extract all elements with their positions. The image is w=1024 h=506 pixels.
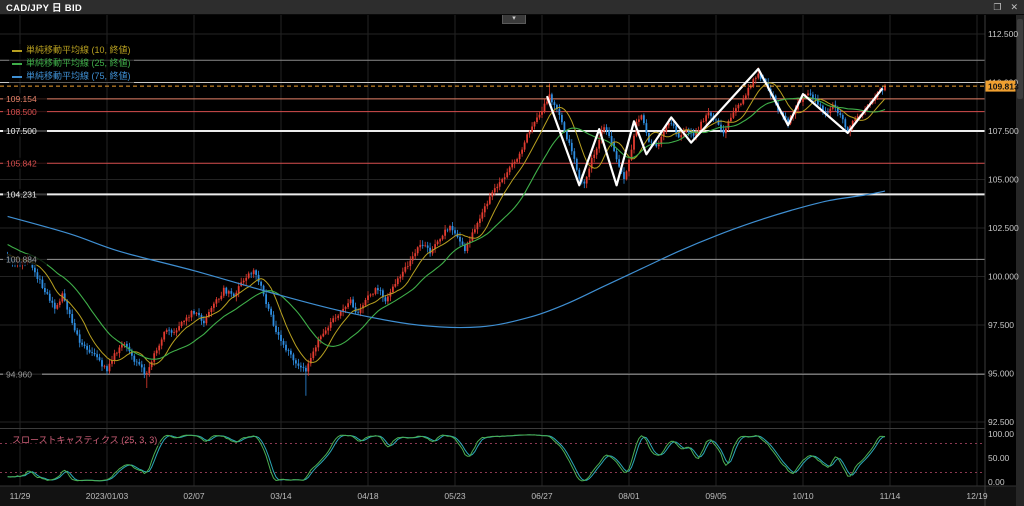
x-axis-label: 09/05 xyxy=(705,491,727,501)
moving-average-lines xyxy=(7,82,886,365)
level-label-bg xyxy=(3,188,47,200)
stoch-k-line xyxy=(7,434,886,482)
x-axis-label: 10/10 xyxy=(792,491,814,501)
level-label-bg xyxy=(3,157,47,169)
window-controls: ❐ ✕ xyxy=(993,0,1018,15)
stoch-axis-label: 0.00 xyxy=(988,477,1005,487)
legend-item: 単純移動平均線 (25, 終値) xyxy=(9,57,134,70)
window-close-icon[interactable]: ✕ xyxy=(1010,1,1018,12)
y-axis-label: 107.500 xyxy=(988,126,1019,136)
y-axis-label: 102.500 xyxy=(988,223,1019,233)
ma10-line xyxy=(7,82,886,365)
level-price-label: 100.884 xyxy=(6,255,37,265)
legend-swatch-icon xyxy=(12,75,22,78)
level-price-label: 107.500 xyxy=(6,126,37,136)
window-title: CAD/JPY 日 BID xyxy=(6,3,83,14)
x-axis-label: 12/19 xyxy=(966,491,988,501)
stoch-axis-label: 50.00 xyxy=(988,453,1010,463)
x-axis-label: 11/29 xyxy=(10,491,31,501)
y-axis-label: 100.000 xyxy=(988,272,1019,282)
level-price-label: 109.154 xyxy=(6,94,37,104)
ma75-line xyxy=(7,190,886,329)
legend-item: 単純移動平均線 (10, 終値) xyxy=(9,44,134,57)
stoch-axis-label: 100.00 xyxy=(988,429,1014,439)
legend-label: 単純移動平均線 (25, 終値) xyxy=(26,58,131,68)
right-scrollbar[interactable] xyxy=(1016,15,1024,506)
y-axis-label: 95.000 xyxy=(988,369,1014,379)
scrollbar-thumb[interactable] xyxy=(1017,19,1023,99)
axes[interactable]: 112.500110.000107.500105.000102.500100.0… xyxy=(0,15,1024,506)
titlebar[interactable]: CAD/JPY 日 BID ❐ ✕ xyxy=(0,0,1024,15)
x-axis-label: 04/18 xyxy=(357,491,379,501)
stochastic-panel xyxy=(0,434,985,482)
x-axis-label: 05/23 xyxy=(444,491,466,501)
current-price-badge xyxy=(985,80,1016,92)
window-restore-icon[interactable]: ❐ xyxy=(993,1,1002,12)
ma-legend: 単純移動平均線 (10, 終値) 単純移動平均線 (25, 終値) 単純移動平均線 … xyxy=(9,44,134,83)
level-label-bg xyxy=(3,253,47,265)
y-axis-label: 97.500 xyxy=(988,320,1014,330)
stochastic-label: スローストキャスティクス (25, 3, 3) xyxy=(9,433,161,446)
down-candle-bodies xyxy=(6,73,884,375)
level-label-bg xyxy=(3,368,42,380)
zigzag-line[interactable] xyxy=(545,67,884,187)
y-axis-label: 92.500 xyxy=(988,417,1014,427)
level-label-bg xyxy=(3,125,47,137)
current-price: 109.813 xyxy=(0,80,1019,92)
horizontal-level-lines[interactable] xyxy=(0,59,985,375)
x-axis-label: 06/27 xyxy=(531,491,553,501)
current-price-value: 109.813 xyxy=(988,82,1019,92)
x-axis-label: 2023/01/03 xyxy=(86,491,129,501)
time-axis-band[interactable] xyxy=(0,486,1016,506)
chart-area: 112.500110.000107.500105.000102.500100.0… xyxy=(0,15,1024,506)
legend-label: 単純移動平均線 (75, 終値) xyxy=(26,71,131,81)
x-axis-label: 03/14 xyxy=(270,491,292,501)
y-axis-label: 112.500 xyxy=(988,29,1018,39)
legend-swatch-icon xyxy=(12,62,22,65)
level-label-bg xyxy=(3,93,47,105)
ma25-line xyxy=(7,97,886,360)
candlesticks xyxy=(6,67,886,396)
x-axis-label: 11/14 xyxy=(880,491,901,501)
level-price-label: 105.842 xyxy=(6,158,37,168)
legend-item: 単純移動平均線 (75, 終値) xyxy=(9,70,134,83)
level-price-label: 104.231 xyxy=(6,190,37,200)
x-axis-label: 08/01 xyxy=(618,491,640,501)
level-label-bg xyxy=(3,106,47,118)
level-price-label: 108.500 xyxy=(6,107,37,117)
zigzag-drawing[interactable] xyxy=(545,67,884,187)
x-axis-label: 02/07 xyxy=(183,491,205,501)
level-price-label: 94.960 xyxy=(6,370,32,380)
toolbar-collapse-button[interactable]: ▾ xyxy=(502,15,526,24)
legend-label: 単純移動平均線 (10, 終値) xyxy=(26,45,131,55)
y-axis-label: 105.000 xyxy=(988,175,1019,185)
chart-canvas[interactable]: 112.500110.000107.500105.000102.500100.0… xyxy=(0,15,1024,506)
up-candle-bodies xyxy=(16,73,886,375)
legend-swatch-icon xyxy=(12,49,22,52)
